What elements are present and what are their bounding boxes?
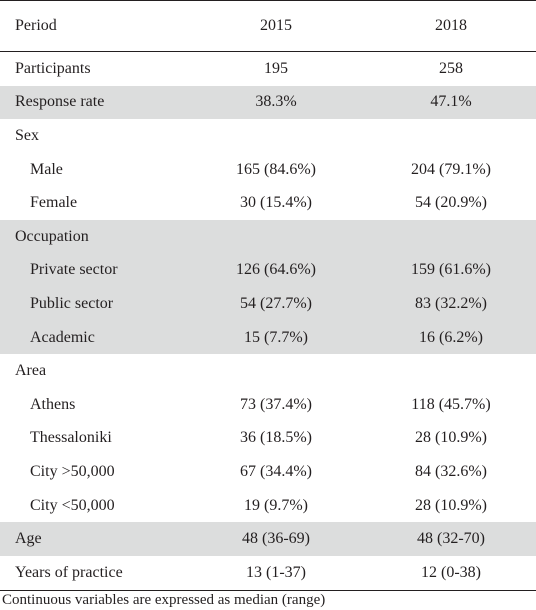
cell-2015: 36 (18.5%)	[240, 429, 312, 447]
cell-2015: 19 (9.7%)	[244, 496, 308, 514]
row-sublabel: City <50,000	[30, 496, 115, 514]
table-row: Response rate 38.3% 47.1%	[0, 85, 536, 120]
table-row: Sex	[0, 119, 536, 153]
cell-2015: 54 (27.7%)	[186, 287, 366, 321]
row-sublabel: Thessaloniki	[30, 429, 112, 447]
table-row: Years of practice 13 (1-37) 12 (0-38)	[0, 555, 536, 591]
demographics-table: Period 2015 2018 Participants 195 258 Respo…	[0, 0, 536, 591]
cell-2015: 67 (34.4%)	[240, 462, 312, 480]
cell-2015	[186, 119, 366, 153]
table-row: City >50,000 67 (34.4%) 84 (32.6%)	[0, 455, 536, 489]
row-label: Area	[15, 362, 47, 380]
cell-2018: 16 (6.2%)	[366, 320, 536, 355]
row-sublabel: City >50,000	[30, 462, 115, 480]
cell-2018	[366, 354, 536, 388]
table-row: Participants 195 258	[0, 52, 536, 86]
row-label: Age	[0, 522, 186, 556]
row-label: Years of practice	[0, 555, 186, 591]
row-label: Occupation	[0, 219, 186, 254]
cell-2018: 118 (45.7%)	[411, 395, 491, 413]
cell-2018: 28 (10.9%)	[415, 496, 487, 514]
row-sublabel: Private sector	[0, 253, 186, 288]
header-2018: 2018	[366, 0, 536, 52]
table-row: Public sector 54 (27.7%) 83 (32.2%)	[0, 287, 536, 321]
cell-2015: 73 (37.4%)	[240, 395, 312, 413]
row-sublabel: Male	[30, 160, 63, 178]
table-row: Private sector 126 (64.6%) 159 (61.6%)	[0, 253, 536, 288]
cell-2015	[186, 219, 366, 254]
cell-2015: 30 (15.4%)	[240, 194, 312, 212]
table-row: Female 30 (15.4%) 54 (20.9%)	[0, 186, 536, 220]
row-label: Participants	[15, 59, 91, 77]
row-sublabel: Public sector	[0, 287, 186, 321]
header-period: Period	[0, 0, 186, 52]
cell-2018: 83 (32.2%)	[366, 287, 536, 321]
cell-2018: 159 (61.6%)	[366, 253, 536, 288]
table-row: Occupation	[0, 219, 536, 254]
table-footnote: Continuous variables are expressed as me…	[2, 592, 326, 608]
row-sublabel: Athens	[30, 395, 76, 413]
table-header-row: Period 2015 2018	[0, 0, 536, 52]
cell-2015: 48 (36-69)	[186, 522, 366, 556]
row-label: Response rate	[0, 85, 186, 120]
cell-2018: 258	[439, 59, 463, 77]
table-row: Area	[0, 354, 536, 388]
row-sublabel: Academic	[0, 320, 186, 355]
cell-2015: 126 (64.6%)	[186, 253, 366, 288]
cell-2018: 54 (20.9%)	[415, 194, 487, 212]
table-row: City <50,000 19 (9.7%) 28 (10.9%)	[0, 489, 536, 523]
row-sublabel: Female	[30, 194, 78, 212]
table-row: Age 48 (36-69) 48 (32-70)	[0, 522, 536, 556]
cell-2018: 84 (32.6%)	[415, 462, 487, 480]
table-row: Athens 73 (37.4%) 118 (45.7%)	[0, 388, 536, 422]
table-row: Male 165 (84.6%) 204 (79.1%)	[0, 153, 536, 187]
cell-2018: 28 (10.9%)	[415, 429, 487, 447]
cell-2015: 165 (84.6%)	[236, 160, 316, 178]
cell-2015: 38.3%	[186, 85, 366, 120]
row-label: Sex	[15, 126, 39, 144]
cell-2018: 204 (79.1%)	[411, 160, 491, 178]
header-2015: 2015	[186, 0, 366, 52]
cell-2018	[366, 219, 536, 254]
cell-2015: 15 (7.7%)	[186, 320, 366, 355]
cell-2018: 12 (0-38)	[366, 555, 536, 591]
cell-2018: 47.1%	[366, 85, 536, 120]
table-row: Academic 15 (7.7%) 16 (6.2%)	[0, 320, 536, 355]
cell-2018	[366, 119, 536, 153]
cell-2015: 13 (1-37)	[186, 555, 366, 591]
cell-2018: 48 (32-70)	[366, 522, 536, 556]
table-body: Participants 195 258 Response rate 38.3% 47.1…	[0, 52, 536, 591]
cell-2015: 195	[264, 59, 288, 77]
cell-2015	[186, 354, 366, 388]
table-row: Thessaloniki 36 (18.5%) 28 (10.9%)	[0, 422, 536, 456]
